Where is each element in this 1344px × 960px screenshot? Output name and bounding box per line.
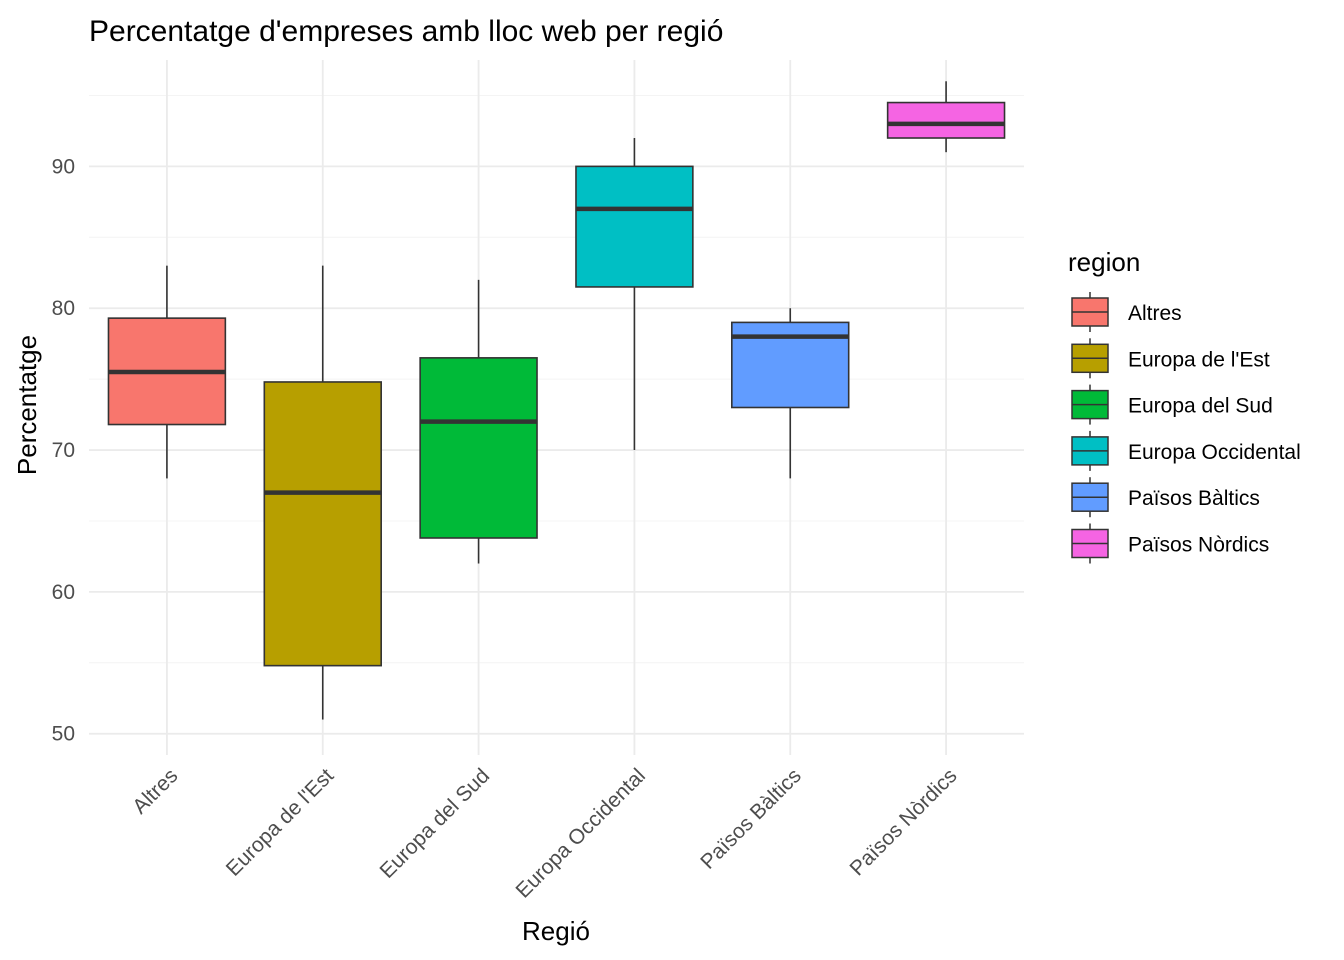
box-europa-de-l-est: [263, 265, 382, 720]
y-tick-label: 50: [52, 723, 75, 746]
x-tick-label: Països Nòrdics: [845, 764, 961, 880]
legend-label: Europa de l'Est: [1128, 348, 1270, 371]
box-iqr: [263, 381, 382, 667]
box-iqr: [886, 101, 1006, 139]
x-axis-ticks: Altres Europa de l'Est Europa del Sud Europ…: [128, 764, 961, 903]
box-europa-occidental: [575, 138, 694, 451]
legend-item: Altres: [1071, 292, 1182, 332]
legend-item: Europa Occidental: [1071, 430, 1301, 471]
legend-item: Països Nòrdics: [1071, 523, 1269, 564]
x-tick-label: Europa de l'Est: [222, 764, 339, 881]
legend-item: Països Bàltics: [1071, 477, 1260, 518]
x-tick-label: Europa del Sud: [375, 764, 494, 883]
y-tick-label: 70: [52, 439, 75, 462]
y-axis-ticks: 50 60 70 80 90: [52, 155, 75, 745]
legend-label: Altres: [1128, 302, 1182, 325]
legend-item: Europa del Sud: [1071, 384, 1273, 425]
grid-lines: [89, 60, 1024, 755]
legend-label: Europa del Sud: [1128, 395, 1273, 418]
legend-label: Europa Occidental: [1128, 441, 1301, 464]
x-tick-label: Altres: [128, 764, 182, 818]
legend-items: Altres Europa de l'Est Europa del Sud Europ…: [1071, 292, 1301, 564]
x-tick-label: Europa Occidental: [512, 764, 650, 902]
box-iqr: [419, 357, 538, 539]
y-tick-label: 60: [52, 581, 75, 604]
legend: region Altres Europa de l'Est Europa del S…: [1068, 247, 1301, 564]
legend-item: Europa de l'Est: [1071, 338, 1270, 379]
legend-label: Països Bàltics: [1128, 487, 1260, 510]
y-axis-title: Percentatge: [12, 335, 42, 475]
legend-label: Països Nòrdics: [1128, 534, 1269, 557]
boxes: [107, 81, 1006, 720]
box-iqr: [575, 165, 694, 288]
y-tick-label: 80: [52, 297, 75, 320]
box-pa-sos-n-rdics: [886, 81, 1006, 153]
box-altres: [107, 265, 227, 479]
x-axis-title: Regió: [522, 916, 590, 946]
legend-title: region: [1068, 247, 1140, 277]
y-tick-label: 90: [52, 155, 75, 178]
box-pa-sos-b-ltics: [731, 308, 850, 479]
x-tick-label: Països Bàltics: [696, 764, 806, 874]
chart-title: Percentatge d'empreses amb lloc web per …: [89, 15, 723, 48]
box-europa-del-sud: [419, 279, 538, 564]
